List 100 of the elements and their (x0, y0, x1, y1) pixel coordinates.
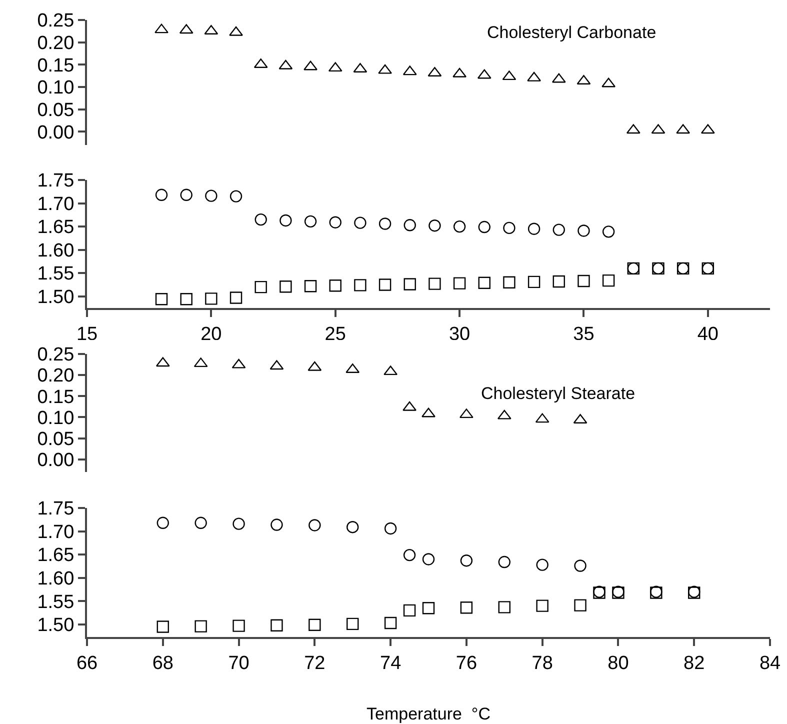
point (354, 279, 366, 292)
point (304, 280, 317, 292)
point (229, 26, 243, 36)
point (527, 72, 541, 82)
text: Cholesteryl Stearate (481, 384, 636, 403)
point (453, 277, 466, 290)
point (280, 214, 292, 227)
point (180, 293, 192, 306)
y-tick-label: 1.70 (37, 194, 74, 215)
chart-title: Cholesteryl Carbonate (487, 23, 656, 42)
x-tick-label: 30 (448, 324, 470, 345)
point (498, 601, 510, 614)
point (404, 278, 416, 290)
point (422, 602, 435, 614)
x-tick-label: 68 (152, 652, 174, 674)
point (503, 276, 516, 288)
x-tick-label: 80 (608, 652, 629, 674)
point (280, 280, 292, 293)
point (155, 188, 168, 201)
point (536, 558, 548, 571)
point (329, 216, 342, 228)
point (354, 216, 366, 229)
point (378, 278, 392, 291)
point (384, 616, 397, 630)
point (453, 220, 466, 233)
point (156, 620, 169, 633)
y-tick-label: 0.20 (37, 366, 74, 387)
x-tick-label: 66 (76, 652, 98, 674)
x-tick-label: 70 (228, 652, 250, 674)
point (346, 618, 359, 630)
y-tick-label: 1.55 (37, 264, 74, 285)
y-tick-label: 0.10 (37, 78, 74, 99)
x-axis-title: Temperature °C (366, 704, 490, 724)
y-tick-label: 0.00 (37, 450, 74, 472)
x-tick-label: 74 (380, 652, 402, 674)
point (578, 224, 590, 237)
point (254, 213, 267, 226)
point (194, 516, 207, 529)
y-tick-label: 1.70 (37, 522, 74, 543)
point (402, 401, 416, 411)
point (452, 68, 466, 78)
x-tick-label: 40 (697, 324, 718, 345)
point (422, 408, 436, 418)
point (578, 274, 590, 288)
y-tick-label: 0.05 (37, 428, 74, 450)
point (460, 602, 473, 614)
x-tick-label: 72 (304, 652, 326, 674)
point (602, 226, 615, 238)
point (536, 600, 548, 612)
point (403, 548, 416, 562)
point (498, 556, 510, 568)
point (346, 520, 359, 534)
point (155, 293, 168, 306)
point (460, 554, 473, 567)
y-tick-label: 0.25 (37, 344, 74, 366)
point (308, 519, 321, 532)
point (428, 278, 441, 290)
y-tick-label: 1.60 (37, 568, 74, 590)
point (232, 620, 245, 632)
x-tick-label: 15 (76, 324, 98, 345)
y-tick-label: 1.50 (37, 287, 74, 308)
x-tick-label: 82 (684, 652, 705, 674)
point (378, 64, 392, 74)
point (403, 604, 416, 617)
y-tick-label: 0.15 (37, 386, 74, 408)
point (503, 222, 516, 234)
y-tick-label: 0.10 (37, 408, 74, 429)
x-tick-label: 25 (324, 324, 346, 345)
y-tick-label: 1.75 (37, 170, 74, 192)
y-tick-label: 0.20 (37, 32, 74, 54)
point (205, 292, 218, 305)
point (378, 218, 392, 230)
point (270, 518, 283, 531)
y-tick-label: 1.50 (37, 615, 74, 636)
x-tick-label: 78 (532, 652, 553, 674)
point (205, 190, 218, 202)
point (528, 222, 540, 235)
point (422, 553, 435, 566)
point (304, 60, 318, 70)
point (329, 280, 342, 292)
y-tick-label: 0.00 (37, 122, 74, 144)
y-tick-label: 0.25 (37, 10, 74, 32)
point (230, 292, 242, 304)
point (574, 560, 586, 572)
point (478, 276, 490, 289)
y-tick-label: 1.60 (37, 240, 74, 262)
y-tick-label: 1.55 (37, 592, 74, 613)
point (428, 220, 441, 232)
point (478, 220, 490, 234)
y-tick-label: 1.65 (37, 217, 74, 238)
x-tick-label: 35 (573, 324, 594, 345)
point (574, 599, 586, 612)
x-tick-label: 84 (759, 652, 781, 674)
point (154, 24, 168, 34)
point (384, 522, 397, 535)
point (180, 188, 192, 201)
point (230, 190, 242, 202)
point (528, 276, 540, 288)
x-tick-label: 76 (456, 652, 478, 674)
point (254, 280, 267, 294)
